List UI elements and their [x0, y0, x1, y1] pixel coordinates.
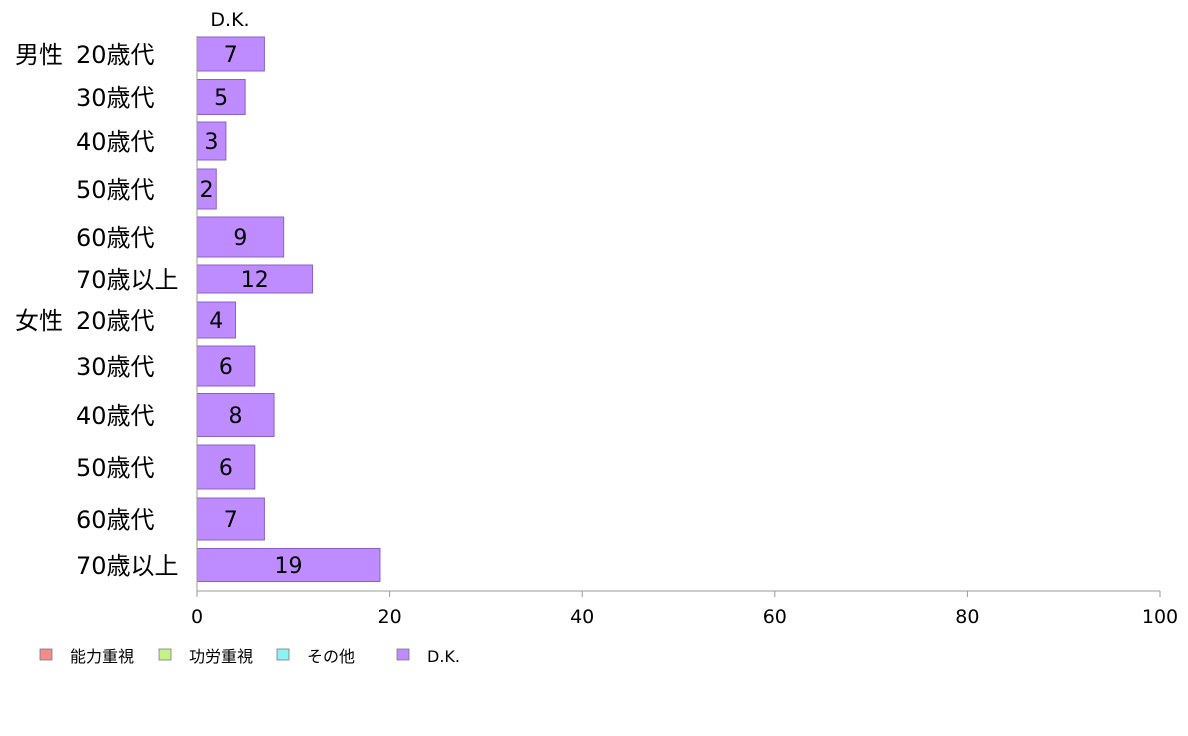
bars-layer [196, 36, 381, 582]
x-tick-label: 80 [955, 606, 979, 628]
category-label: 30歳代 [76, 84, 155, 112]
category-label: 70歳以上 [76, 266, 179, 294]
bar-segment [196, 216, 285, 258]
category-label: 60歳代 [76, 224, 155, 252]
data-label: 4 [209, 309, 223, 334]
legend-swatch [396, 648, 410, 661]
category-label: 20歳代 [76, 41, 155, 69]
data-label: 7 [224, 43, 238, 68]
category-label: 60歳代 [76, 506, 155, 534]
legend: 能力重視 功労重視 その他 D.K. [39, 647, 460, 666]
x-tick-label: 40 [570, 606, 594, 628]
legend-swatch [39, 648, 53, 661]
bar-segment [196, 264, 314, 294]
data-label: 12 [241, 268, 269, 293]
data-label: 9 [233, 226, 247, 251]
x-tick-label: 20 [378, 606, 402, 628]
bar-segment [196, 36, 265, 72]
data-label: 5 [214, 86, 228, 111]
legend-label: その他 [307, 647, 355, 666]
legend-swatch [276, 648, 290, 661]
x-tick-label: 0 [191, 606, 203, 628]
legend-label: 能力重視 [70, 647, 134, 666]
data-label: 7 [224, 508, 238, 533]
category-label: 40歳代 [76, 128, 155, 156]
category-label: 30歳代 [76, 353, 155, 381]
x-tick-label: 100 [1142, 606, 1178, 628]
legend-label: 功労重視 [189, 647, 253, 666]
category-label: 40歳代 [76, 402, 155, 430]
bar-segment [196, 79, 246, 115]
category-label: 50歳代 [76, 176, 155, 204]
data-label: 6 [219, 456, 233, 481]
category-label: 50歳代 [76, 454, 155, 482]
category-label: 70歳以上 [76, 552, 179, 580]
data-label: 3 [204, 130, 218, 155]
x-axis: 0 20 40 60 80 100 [191, 36, 1178, 628]
bar-segment [196, 301, 237, 339]
legend-label: D.K. [427, 647, 460, 666]
data-label: 2 [200, 178, 214, 203]
data-label: 19 [274, 554, 302, 579]
data-label: 8 [229, 404, 243, 429]
bar-segment [196, 345, 256, 387]
bar-segment [196, 121, 227, 161]
legend-swatch [158, 648, 172, 661]
group-label: 女性 [15, 307, 63, 335]
data-label: 6 [219, 355, 233, 380]
labels-layer: D.K. 20歳代 30歳代 40歳代 50歳代 60歳代 70歳以上 20歳代 30歳代 40歳… [15, 9, 302, 580]
bar-segment [196, 548, 381, 582]
group-label: 男性 [15, 41, 63, 69]
x-tick-label: 60 [763, 606, 787, 628]
category-label: 20歳代 [76, 307, 155, 335]
top-segment-label: D.K. [210, 9, 249, 31]
